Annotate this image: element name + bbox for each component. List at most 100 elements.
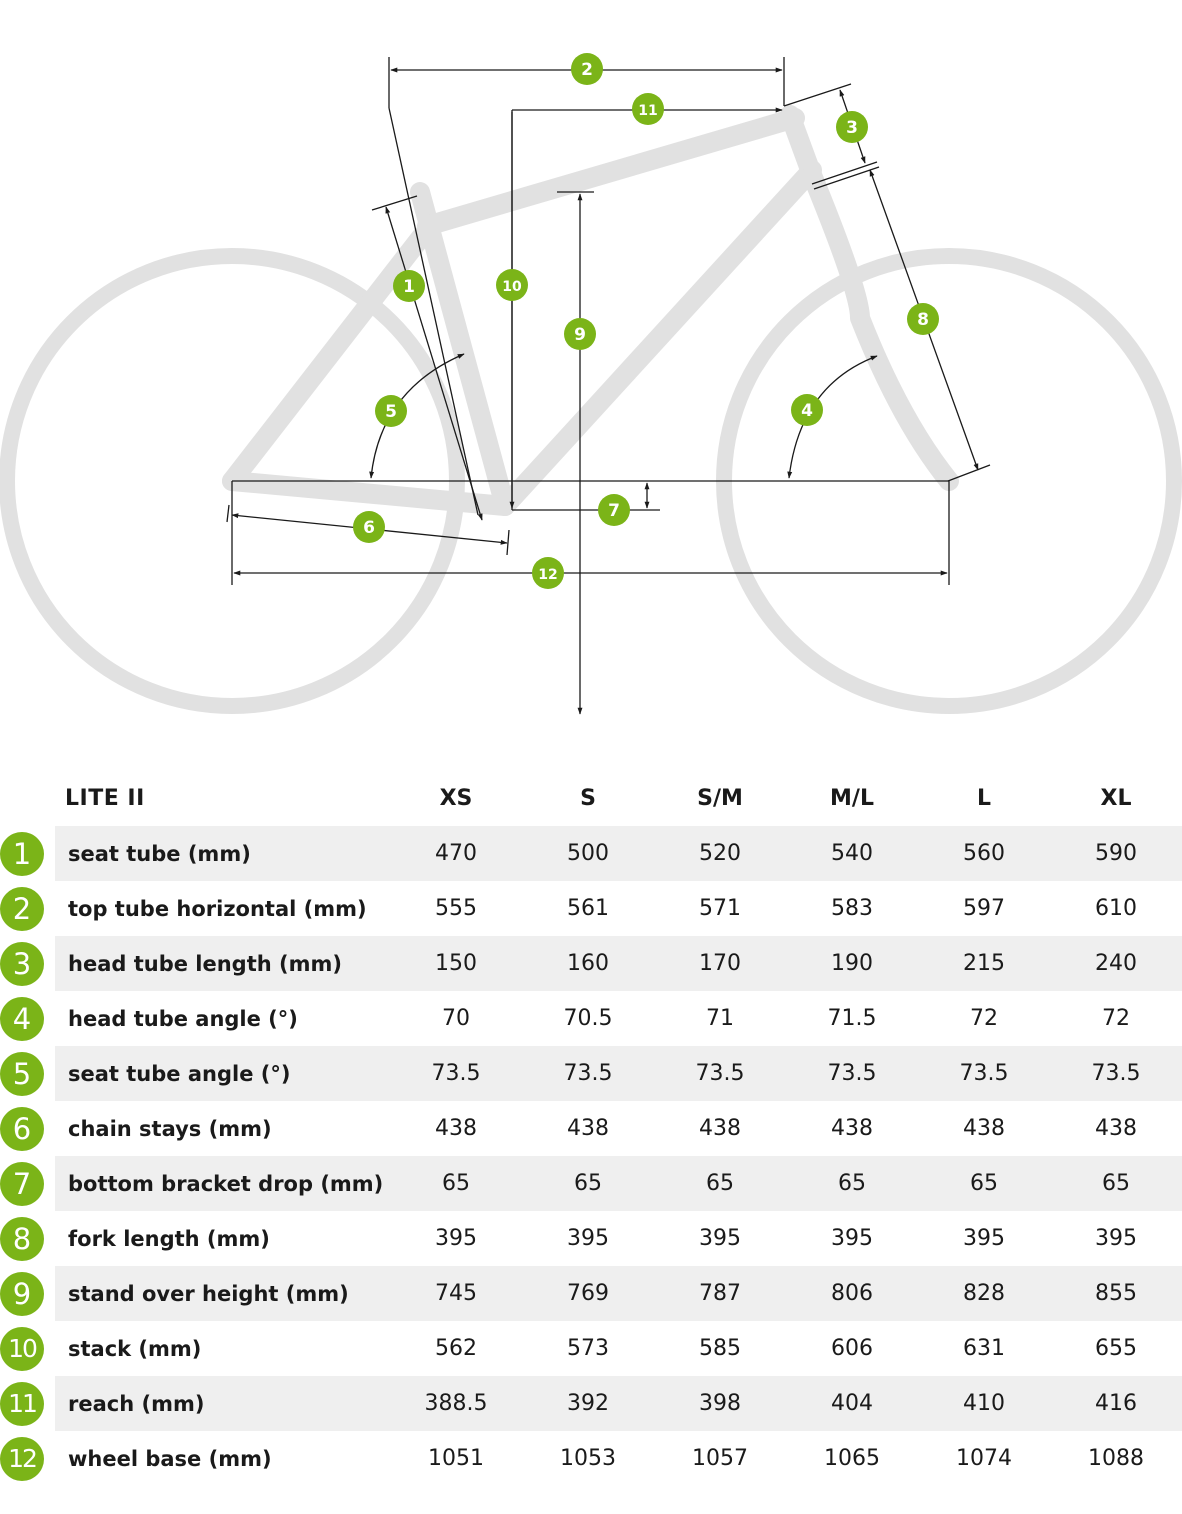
geometry-table: LITE II XS S S/M M/L L XL 1 seat tube (mm… xyxy=(0,771,1182,1486)
row-value: 240 xyxy=(1095,951,1137,976)
row-value: 1057 xyxy=(692,1446,748,1471)
row-number-badge: 3 xyxy=(0,942,44,986)
row-value: 65 xyxy=(442,1171,470,1196)
badge-9: 9 xyxy=(564,318,596,350)
table-row: 5 seat tube angle (°) 73.5 73.5 73.5 73.5 73.5… xyxy=(0,1046,1182,1101)
geometry-diagram: 1 2 3 4 5 6 7 8 9 10 11 12 xyxy=(0,53,1182,715)
row-number-badge: 2 xyxy=(0,887,44,931)
row-value: 583 xyxy=(831,896,873,921)
row-value: 571 xyxy=(699,896,741,921)
row-value: 561 xyxy=(567,896,609,921)
row-value: 392 xyxy=(567,1391,609,1416)
badge-7: 7 xyxy=(598,494,630,526)
row-value: 1074 xyxy=(956,1446,1012,1471)
badge-5: 5 xyxy=(375,395,407,427)
row-number-badge: 8 xyxy=(0,1217,44,1261)
row-number-badge: 9 xyxy=(0,1272,44,1316)
row-number-badge: 1 xyxy=(0,832,44,876)
row-value: 190 xyxy=(831,951,873,976)
row-value: 606 xyxy=(831,1336,873,1361)
row-value: 73.5 xyxy=(563,1061,613,1086)
row-value: 65 xyxy=(838,1171,866,1196)
row-value: 1051 xyxy=(428,1446,484,1471)
size-l: L xyxy=(976,786,992,811)
table-row: 12 wheel base (mm) 1051 1053 1057 1065 1074 108… xyxy=(0,1431,1182,1486)
row-label: seat tube angle (°) xyxy=(68,1061,291,1086)
row-value: 73.5 xyxy=(431,1061,481,1086)
row-label: head tube angle (°) xyxy=(68,1006,298,1031)
row-value: 520 xyxy=(699,841,741,866)
row-label: bottom bracket drop (mm) xyxy=(68,1171,384,1196)
row-label: chain stays (mm) xyxy=(68,1116,272,1141)
row-value: 170 xyxy=(699,951,741,976)
row-value: 438 xyxy=(567,1116,609,1141)
size-xs: XS xyxy=(439,786,473,811)
row-value: 500 xyxy=(567,841,609,866)
row-value: 395 xyxy=(435,1226,477,1251)
row-number-badge: 7 xyxy=(0,1162,44,1206)
row-label: stack (mm) xyxy=(68,1336,202,1361)
row-value: 787 xyxy=(699,1281,741,1306)
svg-text:7: 7 xyxy=(608,501,620,521)
table-row: 7 bottom bracket drop (mm) 65 65 65 65 65 65 xyxy=(0,1156,1182,1211)
table-row: 1 seat tube (mm) 470 500 520 540 560 590 xyxy=(0,826,1182,881)
row-value: 73.5 xyxy=(1091,1061,1141,1086)
svg-text:1: 1 xyxy=(403,277,415,297)
row-value: 1065 xyxy=(824,1446,880,1471)
row-value: 72 xyxy=(970,1006,998,1031)
row-number-badge: 4 xyxy=(0,997,44,1041)
size-xl: XL xyxy=(1100,786,1132,811)
row-value: 540 xyxy=(831,841,873,866)
svg-text:10: 10 xyxy=(502,279,522,295)
dimension-lines xyxy=(226,57,991,715)
row-value: 395 xyxy=(963,1226,1005,1251)
row-value: 70 xyxy=(442,1006,470,1031)
row-value: 438 xyxy=(699,1116,741,1141)
row-value: 215 xyxy=(963,951,1005,976)
row-value: 73.5 xyxy=(695,1061,745,1086)
row-value: 70.5 xyxy=(563,1006,613,1031)
row-stripe xyxy=(55,1156,1182,1211)
table-body: 1 seat tube (mm) 470 500 520 540 560 590 2 top tu… xyxy=(0,826,1182,1486)
size-ml: M/L xyxy=(830,786,874,811)
row-value: 438 xyxy=(435,1116,477,1141)
row-value: 395 xyxy=(1095,1226,1137,1251)
svg-text:6: 6 xyxy=(363,518,375,538)
row-stripe xyxy=(55,1046,1182,1101)
table-row: 6 chain stays (mm) 438 438 438 438 438 438 xyxy=(0,1101,1182,1156)
row-value: 71.5 xyxy=(827,1006,877,1031)
size-s: S xyxy=(580,786,596,811)
row-stripe xyxy=(55,1376,1182,1431)
row-value: 745 xyxy=(435,1281,477,1306)
badge-4: 4 xyxy=(791,394,823,426)
row-number-badge: 5 xyxy=(0,1052,44,1096)
row-value: 388.5 xyxy=(424,1391,488,1416)
row-value: 395 xyxy=(831,1226,873,1251)
svg-text:4: 4 xyxy=(801,401,813,421)
row-value: 828 xyxy=(963,1281,1005,1306)
row-value: 72 xyxy=(1102,1006,1130,1031)
svg-text:11: 11 xyxy=(638,103,657,119)
row-value: 65 xyxy=(1102,1171,1130,1196)
row-value: 562 xyxy=(435,1336,477,1361)
row-stripe xyxy=(55,826,1182,881)
row-label: fork length (mm) xyxy=(68,1226,270,1251)
row-value: 806 xyxy=(831,1281,873,1306)
row-value: 395 xyxy=(567,1226,609,1251)
badge-11: 11 xyxy=(632,93,664,125)
row-value: 398 xyxy=(699,1391,741,1416)
row-value: 65 xyxy=(574,1171,602,1196)
row-value: 560 xyxy=(963,841,1005,866)
svg-text:5: 5 xyxy=(385,402,397,422)
row-stripe xyxy=(55,936,1182,991)
badge-10: 10 xyxy=(496,269,528,301)
row-value: 71 xyxy=(706,1006,734,1031)
badge-1: 1 xyxy=(393,270,425,302)
model-name: LITE II xyxy=(65,786,145,811)
badge-2: 2 xyxy=(571,53,603,85)
row-value: 150 xyxy=(435,951,477,976)
row-number-badge: 12 xyxy=(0,1437,44,1481)
row-value: 404 xyxy=(831,1391,873,1416)
row-label: reach (mm) xyxy=(68,1391,205,1416)
row-value: 590 xyxy=(1095,841,1137,866)
